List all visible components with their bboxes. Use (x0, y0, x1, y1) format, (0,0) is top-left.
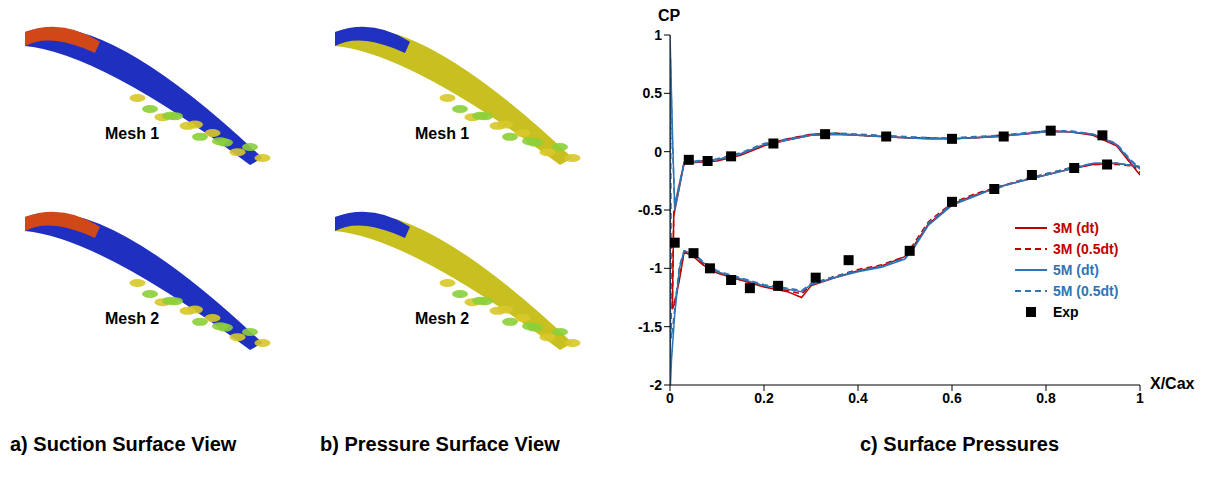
html-text:5M (0.5dt): 5M (0.5dt) (1053, 282, 1119, 299)
html-text:Mesh 2: Mesh 2 (105, 310, 160, 327)
html-text:Mesh 1: Mesh 1 (415, 125, 470, 142)
html-text:a) Suction Surface View: a) Suction Surface View (10, 433, 237, 455)
svg-text:0.6: 0.6 (942, 390, 962, 406)
svg-text:-2: -2 (650, 377, 663, 393)
svg-text:0: 0 (666, 390, 674, 406)
svg-text:1: 1 (654, 27, 662, 43)
svg-text:-0.5: -0.5 (638, 202, 662, 218)
html-text:CP: CP (658, 7, 681, 24)
svg-text:0.5: 0.5 (643, 85, 663, 101)
svg-text:0.2: 0.2 (754, 390, 774, 406)
svg-text:0.4: 0.4 (848, 390, 868, 406)
svg-text:1: 1 (1136, 390, 1144, 406)
html-text:c) Surface Pressures: c) Surface Pressures (860, 433, 1059, 455)
html-text:5M (dt): 5M (dt) (1053, 261, 1099, 278)
svg-text:-1.5: -1.5 (638, 319, 662, 335)
svg-text:0: 0 (654, 144, 662, 160)
svg-text:-1: -1 (650, 260, 663, 276)
html-text:X/Cax: X/Cax (1150, 375, 1195, 392)
svg-text:0.8: 0.8 (1036, 390, 1056, 406)
html-text:3M (0.5dt): 3M (0.5dt) (1053, 240, 1119, 257)
html-text:Mesh 1: Mesh 1 (105, 125, 160, 142)
html-text:b) Pressure Surface View: b) Pressure Surface View (320, 433, 560, 455)
html-text:Exp: Exp (1053, 303, 1079, 320)
html-text:3M (dt): 3M (dt) (1053, 219, 1099, 236)
html-text:Mesh 2: Mesh 2 (415, 310, 470, 327)
